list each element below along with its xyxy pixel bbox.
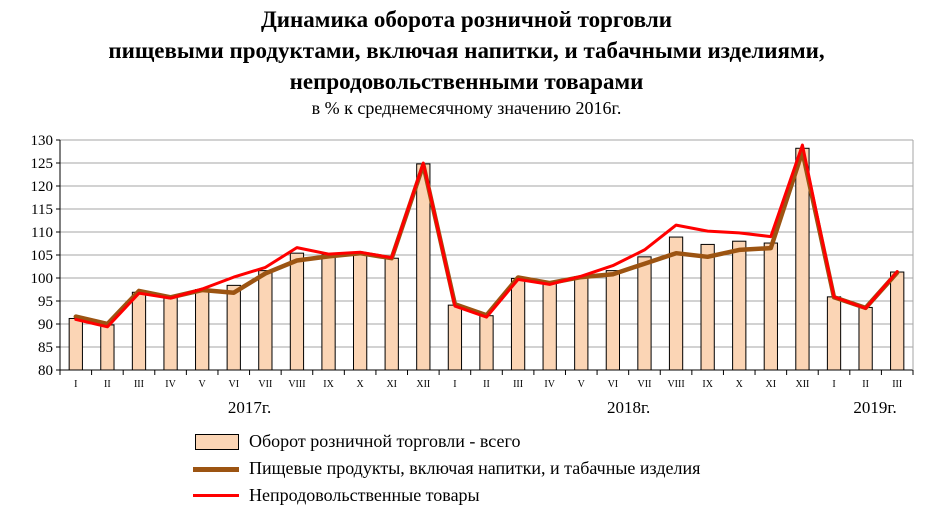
y-tick-label: 120 bbox=[31, 179, 54, 195]
chart-title-block: Динамика оборота розничной торговли пище… bbox=[0, 4, 933, 119]
y-tick-label: 125 bbox=[31, 156, 54, 172]
bar-total bbox=[637, 256, 652, 371]
x-year-label: 2017г. bbox=[228, 398, 271, 417]
bar-total bbox=[542, 283, 557, 371]
y-tick-label: 100 bbox=[31, 271, 54, 287]
x-tick-label: IV bbox=[165, 379, 176, 390]
bar-total bbox=[100, 324, 115, 371]
x-tick-label: XI bbox=[766, 379, 777, 390]
x-tick-label: V bbox=[199, 379, 207, 390]
bar-total bbox=[700, 243, 715, 371]
x-tick-label: X bbox=[357, 379, 365, 390]
bar-total bbox=[195, 289, 210, 371]
bar-total bbox=[763, 242, 778, 371]
x-tick-label: XII bbox=[416, 379, 430, 390]
legend-label-total: Оборот розничной торговли - всего bbox=[249, 431, 521, 451]
bar-total bbox=[510, 277, 526, 371]
x-tick-label: I bbox=[74, 379, 77, 390]
x-tick-label: III bbox=[513, 379, 523, 390]
y-tick-label: 110 bbox=[31, 225, 53, 241]
bar-total bbox=[668, 236, 684, 371]
bar-total bbox=[858, 306, 873, 371]
x-tick-label: XII bbox=[795, 379, 809, 390]
y-tick-label: 80 bbox=[38, 363, 53, 379]
x-tick-label: II bbox=[862, 379, 869, 390]
legend-swatch-nonfood bbox=[193, 494, 239, 497]
legend-swatch-total bbox=[195, 434, 239, 450]
bar-total bbox=[163, 296, 178, 371]
legend-item-total: Оборот розничной торговли - всего bbox=[193, 430, 893, 457]
x-tick-label: VIII bbox=[288, 379, 305, 390]
legend-swatch-food bbox=[193, 467, 239, 472]
bar-total bbox=[384, 257, 399, 371]
legend-label-nonfood: Непродовольственные товары bbox=[249, 485, 480, 505]
x-tick-label: III bbox=[892, 379, 902, 390]
x-tick-label: I bbox=[832, 379, 835, 390]
y-tick-label: 85 bbox=[38, 340, 53, 356]
y-tick-label: 105 bbox=[31, 248, 54, 264]
chart-legend: Оборот розничной торговли - всего Пищевы… bbox=[193, 430, 893, 511]
bar-total bbox=[574, 276, 589, 371]
x-year-label: 2019г. bbox=[853, 398, 896, 417]
bar-total bbox=[226, 284, 241, 371]
chart-title-line-3: непродовольственными товарами bbox=[289, 69, 644, 94]
bar-total bbox=[131, 291, 147, 371]
bar-total bbox=[258, 270, 273, 371]
x-tick-label: IX bbox=[702, 379, 713, 390]
chart-title-line-1: Динамика оборота розничной торговли bbox=[260, 7, 673, 32]
x-tick-label: XI bbox=[386, 379, 397, 390]
chart-title-line-2: пищевыми продуктами, включая напитки, и … bbox=[108, 38, 825, 63]
x-tick-label: III bbox=[134, 379, 144, 390]
y-tick-label: 130 bbox=[31, 133, 54, 149]
x-tick-label: VI bbox=[228, 379, 239, 390]
line-nonfood bbox=[74, 143, 899, 329]
bar-total bbox=[68, 317, 83, 371]
bar-total bbox=[479, 315, 494, 371]
legend-item-nonfood: Непродовольственные товары bbox=[193, 484, 893, 511]
chart-subtitle: в % к среднемесячному значению 2016г. bbox=[311, 98, 622, 118]
x-tick-label: X bbox=[736, 379, 744, 390]
bar-total bbox=[352, 252, 368, 371]
bar-total bbox=[826, 296, 842, 371]
x-tick-label: VII bbox=[258, 379, 272, 390]
x-tick-label: I bbox=[453, 379, 456, 390]
y-tick-label: 115 bbox=[31, 202, 53, 218]
bar-total bbox=[890, 271, 905, 371]
x-tick-label: V bbox=[578, 379, 586, 390]
bar-total bbox=[732, 240, 747, 371]
legend-label-food: Пищевые продукты, включая напитки, и таб… bbox=[249, 458, 701, 478]
legend-item-food: Пищевые продукты, включая напитки, и таб… bbox=[193, 457, 893, 484]
x-tick-label: VII bbox=[638, 379, 652, 390]
x-tick-label: IX bbox=[323, 379, 334, 390]
x-tick-label: IV bbox=[544, 379, 555, 390]
x-year-label: 2018г. bbox=[607, 398, 650, 417]
bar-total bbox=[289, 252, 305, 371]
bar-total bbox=[447, 304, 463, 371]
bar-total bbox=[321, 254, 336, 371]
y-tick-label: 95 bbox=[38, 294, 53, 310]
bar-total bbox=[605, 270, 621, 371]
x-tick-label: VIII bbox=[667, 379, 684, 390]
x-tick-label: II bbox=[483, 379, 490, 390]
x-tick-label: VI bbox=[608, 379, 619, 390]
x-tick-label: II bbox=[104, 379, 111, 390]
y-tick-label: 90 bbox=[38, 317, 53, 333]
